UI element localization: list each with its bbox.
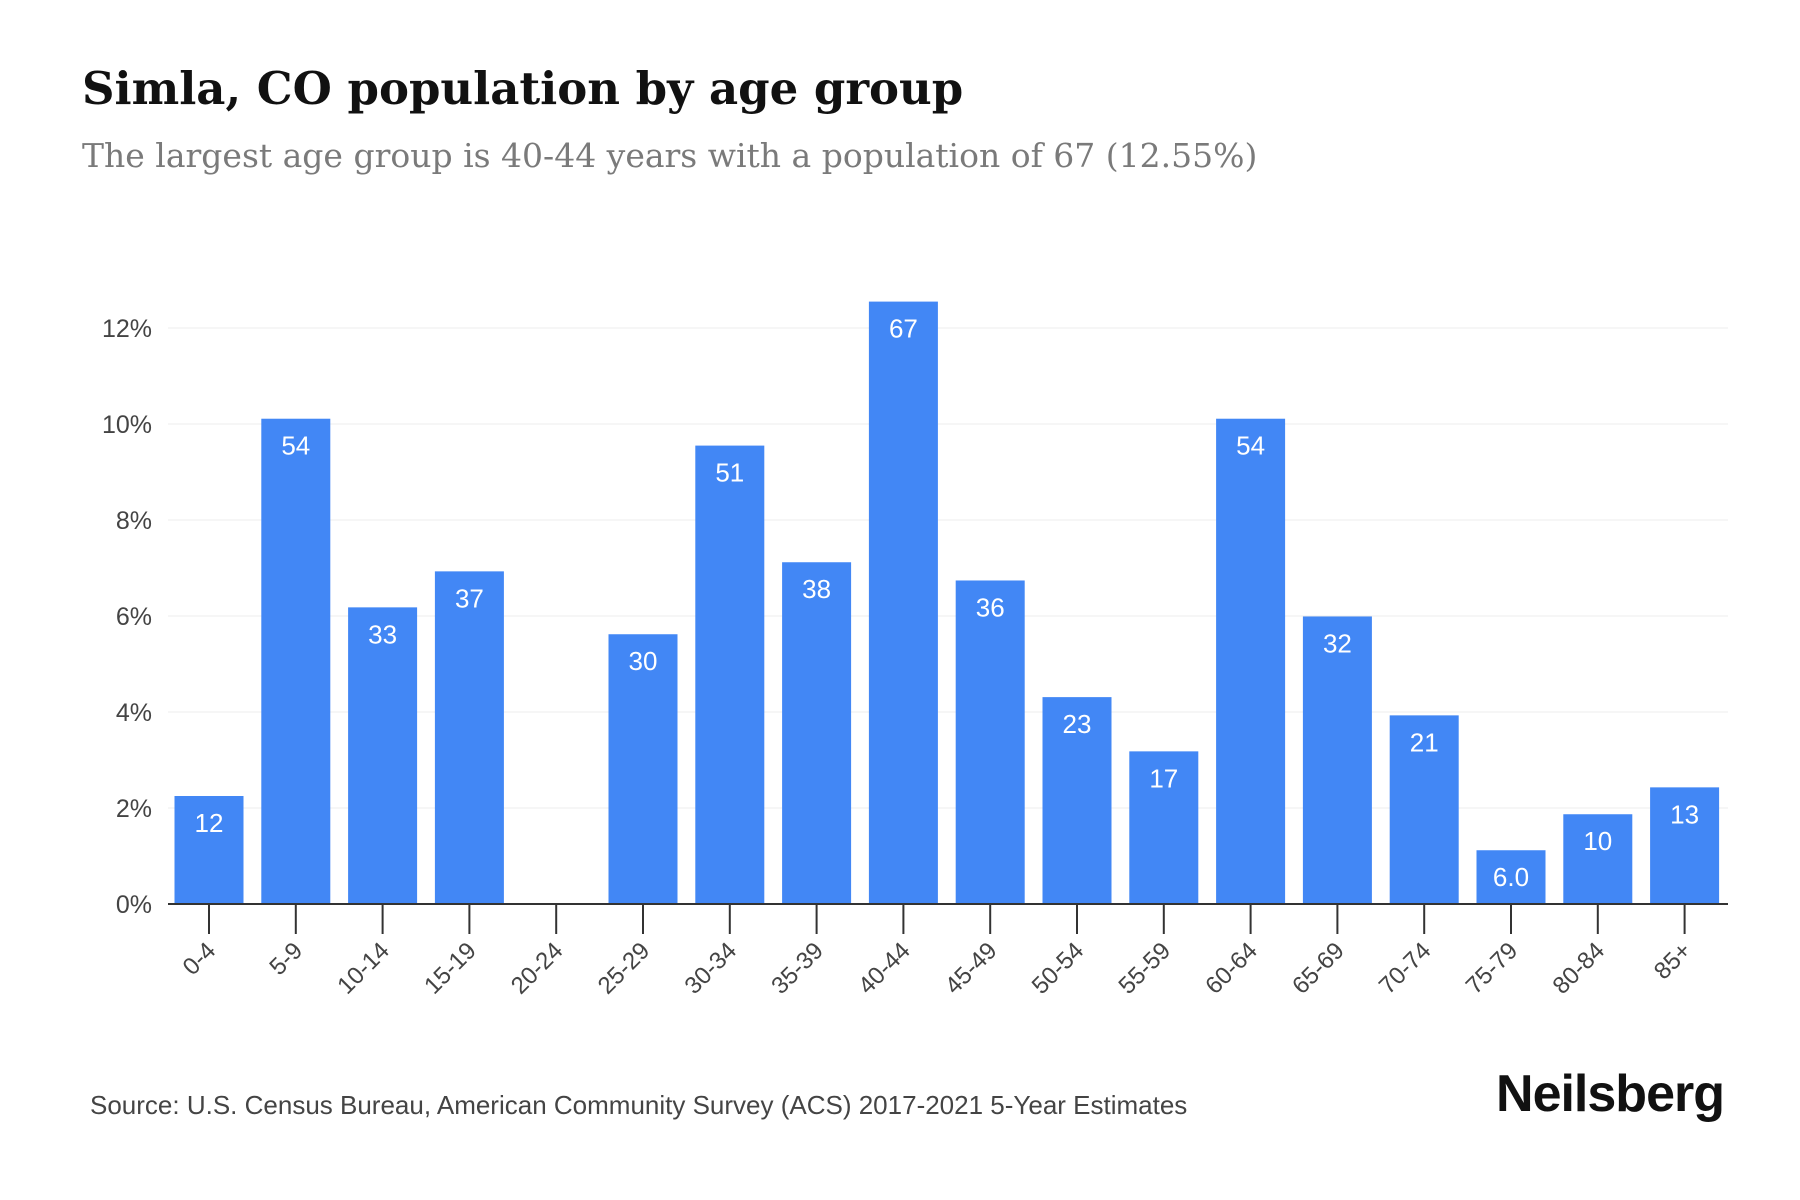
x-tick-label: 30-34 [680, 937, 743, 1000]
bar-75-79 [1476, 850, 1546, 904]
y-tick-label: 4% [116, 699, 152, 727]
bar-10-14 [348, 607, 418, 904]
data-label: 17 [1149, 763, 1178, 793]
x-tick-label: 45-49 [940, 937, 1003, 1000]
data-label: 54 [1236, 431, 1265, 461]
chart-subtitle: The largest age group is 40-44 years wit… [82, 136, 1258, 175]
data-label: 38 [802, 574, 831, 604]
x-tick-label: 0-4 [178, 937, 222, 981]
x-tick-label: 70-74 [1374, 937, 1437, 1000]
bar-60-64 [1216, 418, 1286, 904]
y-tick-label: 6% [116, 603, 152, 631]
bar-5-9 [261, 418, 331, 904]
data-label: 12 [195, 808, 224, 838]
data-label: 6.0 [1493, 862, 1529, 892]
x-tick-label: 85+ [1649, 937, 1697, 985]
bar-30-34 [695, 445, 765, 904]
x-tick-label: 5-9 [264, 937, 308, 981]
bar-85+ [1650, 787, 1720, 904]
bar-50-54 [1042, 697, 1112, 904]
data-label: 51 [715, 458, 744, 488]
bar-25-29 [608, 634, 678, 904]
data-label: 21 [1410, 727, 1439, 757]
bar-70-74 [1389, 715, 1459, 904]
y-tick-label: 0% [116, 891, 152, 919]
x-tick-label: 50-54 [1027, 937, 1090, 1000]
bar-40-44 [868, 301, 938, 905]
y-tick-label: 2% [116, 795, 152, 823]
bar-55-59 [1129, 751, 1199, 904]
data-label: 33 [368, 619, 397, 649]
bar-80-84 [1563, 814, 1633, 904]
y-tick-label: 12% [102, 315, 152, 343]
x-tick-label: 40-44 [853, 937, 916, 1000]
x-tick-label: 10-14 [332, 937, 395, 1000]
bar-45-49 [955, 580, 1025, 904]
data-label: 30 [629, 646, 658, 676]
bar-65-69 [1302, 616, 1372, 904]
x-tick-label: 25-29 [593, 937, 656, 1000]
data-label: 54 [281, 431, 310, 461]
x-tick-label: 55-59 [1114, 937, 1177, 1000]
x-tick-label: 15-19 [419, 937, 482, 1000]
chart-title: Simla, CO population by age group [82, 62, 964, 115]
x-tick-label: 20-24 [506, 937, 569, 1000]
bar-35-39 [782, 562, 852, 904]
x-tick-label: 60-64 [1200, 937, 1263, 1000]
data-label: 37 [455, 583, 484, 613]
data-label: 32 [1323, 628, 1352, 658]
x-tick-label: 75-79 [1461, 937, 1524, 1000]
x-tick-label: 35-39 [766, 937, 829, 1000]
data-label: 10 [1583, 826, 1612, 856]
y-tick-label: 10% [102, 411, 152, 439]
x-tick-label: 80-84 [1548, 937, 1611, 1000]
data-label: 36 [976, 592, 1005, 622]
x-tick-label: 65-69 [1287, 937, 1350, 1000]
brand-logo: Neilsberg [1496, 1065, 1725, 1123]
data-label: 13 [1670, 799, 1699, 829]
data-label: 23 [1063, 709, 1092, 739]
bar-15-19 [434, 571, 504, 904]
bar-0-4 [174, 796, 244, 904]
data-label: 67 [889, 314, 918, 344]
source-note: Source: U.S. Census Bureau, American Com… [90, 1090, 1188, 1120]
y-tick-label: 8% [116, 507, 152, 535]
